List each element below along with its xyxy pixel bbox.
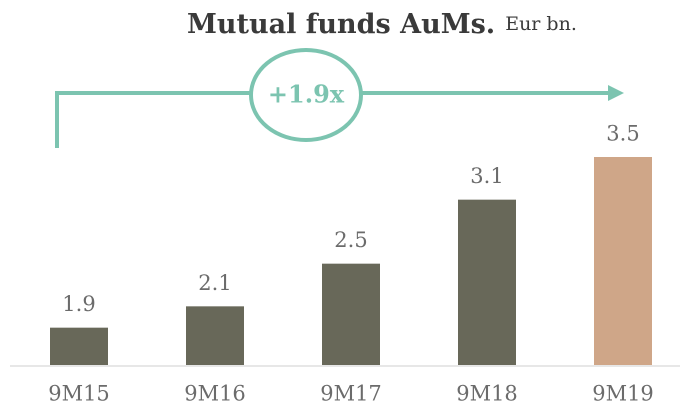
annotation-circle [249,48,363,142]
subtitle: Eur bn. [505,13,577,35]
data-label: 1.9 [62,292,95,316]
bar [322,263,380,365]
growth-annotation [55,48,624,148]
title: Mutual funds AuMs. [187,9,495,40]
data-label: 2.1 [198,271,231,295]
chart-title: Mutual funds AuMs. Eur bn. [187,9,577,40]
x-tick-label: 9M19 [592,382,654,406]
arrow-head [608,85,624,101]
arrow-line [55,91,250,148]
x-tick-label: 9M15 [48,382,110,406]
bar [50,327,108,365]
x-tick-label: 9M16 [184,382,246,406]
bar [594,157,652,365]
bar [186,306,244,365]
x-tick-label: 9M17 [320,382,382,406]
x-tick-label: 9M18 [456,382,518,406]
data-label: 3.5 [606,122,639,146]
data-label: 2.5 [334,228,367,252]
annotation: +1.9x [268,80,345,109]
bar [458,199,516,365]
data-label: 3.1 [470,164,503,188]
